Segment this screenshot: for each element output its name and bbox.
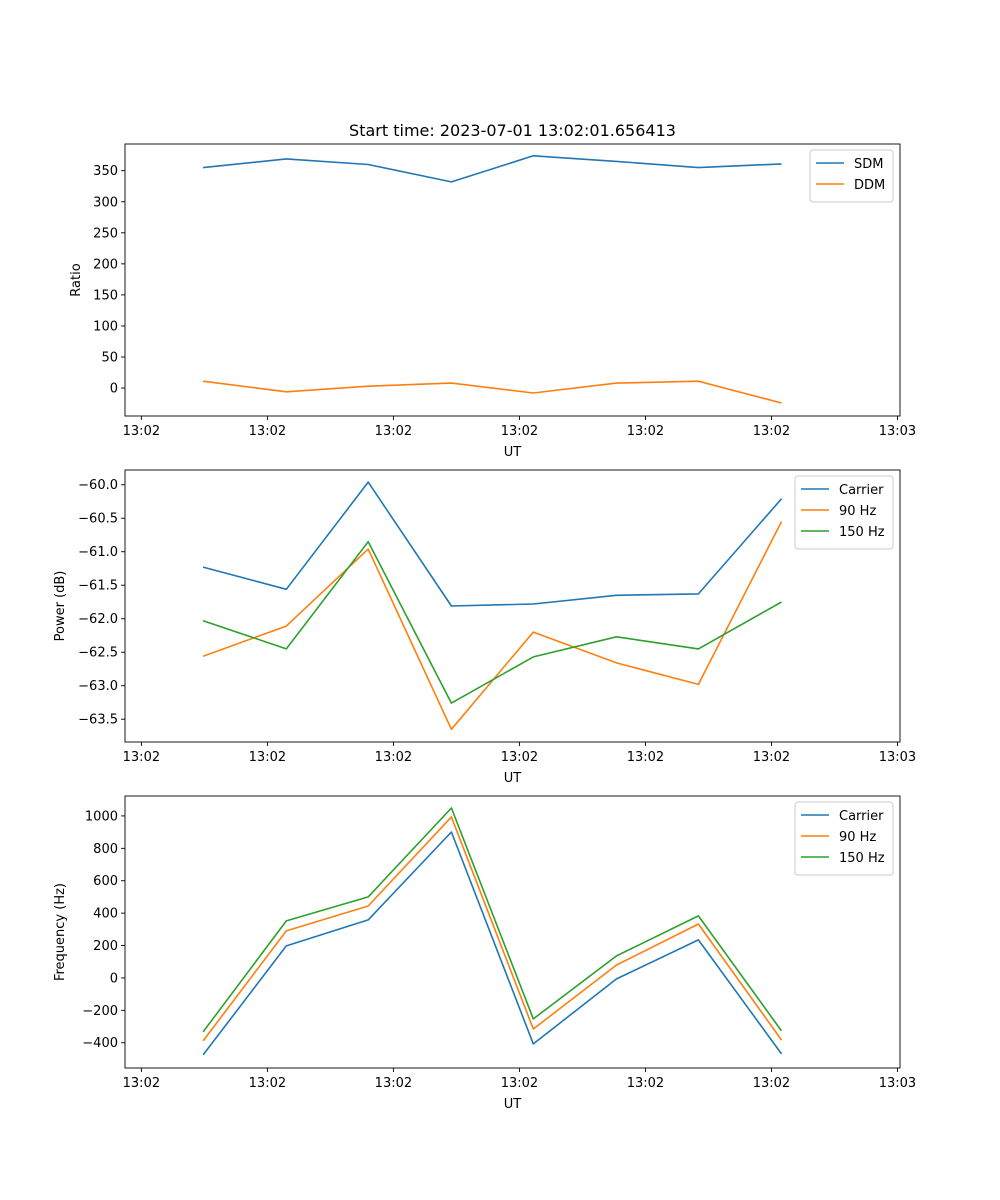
legend-label: Carrier bbox=[839, 809, 884, 824]
y-tick-label: 0 bbox=[110, 971, 118, 986]
x-tick-label: 13:02 bbox=[501, 1076, 538, 1091]
x-tick-label: 13:02 bbox=[249, 424, 286, 439]
y-tick-label: −62.5 bbox=[78, 646, 118, 661]
x-axis-label: UT bbox=[504, 445, 522, 460]
y-tick-label: 800 bbox=[93, 842, 118, 857]
legend-label: 150 Hz bbox=[839, 851, 885, 866]
series-line-90-hz bbox=[202, 816, 783, 1042]
x-tick-label: 13:02 bbox=[375, 1076, 412, 1091]
y-tick-label: 0 bbox=[110, 382, 118, 397]
x-tick-label: 13:02 bbox=[249, 1076, 286, 1091]
series-line-150-hz bbox=[202, 540, 782, 704]
x-tick-label: 13:03 bbox=[879, 424, 916, 439]
y-tick-label: 300 bbox=[93, 195, 118, 210]
legend: SDM DDM bbox=[809, 149, 894, 203]
y-tick-label: −61.5 bbox=[78, 579, 118, 594]
y-tick-label: 150 bbox=[93, 288, 118, 303]
subplot-3: 13:02 13:02 13:02 13:02 13:02 13:02 13:03 −400 −… bbox=[53, 795, 916, 1112]
y-tick-label: 350 bbox=[93, 164, 118, 179]
x-tick-label: 13:02 bbox=[375, 750, 412, 765]
y-tick-label: 50 bbox=[101, 351, 118, 366]
series-line-carrier bbox=[202, 831, 783, 1056]
legend-label: 90 Hz bbox=[839, 830, 876, 845]
series-line-150-hz bbox=[202, 807, 783, 1033]
y-axis-label: Ratio bbox=[69, 263, 84, 296]
x-tick-label: 13:02 bbox=[753, 750, 790, 765]
subplot-2: 13:02 13:02 13:02 13:02 13:02 13:02 13:03 −63.5… bbox=[53, 469, 916, 786]
axes-frame bbox=[124, 795, 901, 1069]
x-tick-label: 13:02 bbox=[123, 424, 160, 439]
series-line-ddm bbox=[202, 380, 782, 404]
y-tick-label: −60.0 bbox=[78, 478, 118, 493]
x-tick-label: 13:02 bbox=[501, 424, 538, 439]
y-tick-label: −63.0 bbox=[78, 679, 118, 694]
x-axis-label: UT bbox=[504, 1097, 522, 1112]
y-tick-label: 250 bbox=[93, 226, 118, 241]
y-tick-label: 400 bbox=[93, 907, 118, 922]
x-tick-label: 13:02 bbox=[627, 1076, 664, 1091]
chart-title: Start time: 2023-07-01 13:02:01.656413 bbox=[349, 121, 676, 140]
legend: Carrier 90 Hz 150 Hz bbox=[794, 801, 894, 876]
x-tick-label: 13:03 bbox=[879, 750, 916, 765]
x-tick-label: 13:02 bbox=[249, 750, 286, 765]
x-tick-label: 13:02 bbox=[627, 750, 664, 765]
x-tick-label: 13:02 bbox=[375, 424, 412, 439]
subplot-1: 13:02 13:02 13:02 13:02 13:02 13:02 13:03 0 50 10… bbox=[69, 121, 916, 460]
y-axis-label: Power (dB) bbox=[53, 571, 68, 642]
y-tick-label: −62.0 bbox=[78, 612, 118, 627]
x-tick-label: 13:02 bbox=[501, 750, 538, 765]
y-tick-label: −200 bbox=[82, 1004, 118, 1019]
axes-frame bbox=[124, 469, 901, 743]
y-tick-label: −400 bbox=[82, 1036, 118, 1051]
series-line-carrier bbox=[202, 481, 783, 607]
legend: Carrier 90 Hz 150 Hz bbox=[794, 475, 894, 550]
legend-label: DDM bbox=[854, 178, 885, 193]
y-axis-label: Frequency (Hz) bbox=[53, 883, 68, 981]
y-tick-label: 200 bbox=[93, 939, 118, 954]
legend-label: SDM bbox=[854, 157, 883, 172]
axes-frame bbox=[124, 143, 901, 417]
y-tick-label: 600 bbox=[93, 874, 118, 889]
legend-label: 150 Hz bbox=[839, 525, 885, 540]
x-tick-label: 13:02 bbox=[123, 1076, 160, 1091]
legend-label: Carrier bbox=[839, 483, 884, 498]
x-tick-label: 13:02 bbox=[753, 424, 790, 439]
x-tick-label: 13:02 bbox=[123, 750, 160, 765]
series-line-sdm bbox=[203, 155, 782, 183]
x-tick-label: 13:02 bbox=[753, 1076, 790, 1091]
x-tick-label: 13:03 bbox=[879, 1076, 916, 1091]
x-axis-label: UT bbox=[504, 771, 522, 786]
x-tick-label: 13:02 bbox=[627, 424, 664, 439]
y-tick-label: 200 bbox=[93, 257, 118, 272]
y-tick-label: 1000 bbox=[85, 809, 118, 824]
y-tick-label: 100 bbox=[93, 319, 118, 334]
y-tick-label: −60.5 bbox=[78, 512, 118, 527]
legend-label: 90 Hz bbox=[839, 504, 876, 519]
y-tick-label: −61.0 bbox=[78, 545, 118, 560]
y-tick-label: −63.5 bbox=[78, 713, 118, 728]
